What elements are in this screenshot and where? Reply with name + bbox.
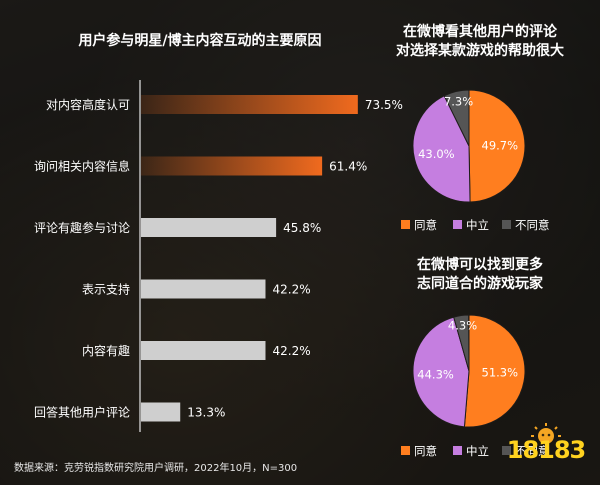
legend-swatch [502, 446, 511, 455]
legend-swatch [502, 220, 511, 229]
bar-chart-title: 用户参与明星/博主内容互动的主要原因 [78, 33, 322, 49]
pie-chart-2-title: 在微博可以找到更多 志同道合的游戏玩家 [380, 256, 580, 294]
bar-value-label: 61.4% [329, 160, 367, 174]
legend-swatch [453, 220, 462, 229]
legend-label: 不同意 [515, 444, 550, 458]
pie-slice [468, 89, 526, 203]
pie-value-label: 43.0% [418, 147, 455, 161]
pie-slice [443, 89, 470, 147]
legend-swatch [401, 220, 410, 229]
brand-logo: 18183 [500, 422, 592, 472]
pie-value-label: 7.3% [444, 94, 473, 108]
bar-category-label: 表示支持 [82, 282, 130, 297]
legend-swatch [401, 446, 410, 455]
bar [141, 341, 266, 360]
bar-category-label: 评论有趣参与讨论 [34, 220, 130, 235]
bar-value-label: 73.5% [365, 98, 403, 112]
bar-category-label: 内容有趣 [82, 343, 130, 358]
legend-swatch [453, 446, 462, 455]
pie-value-label: 44.3% [417, 367, 454, 381]
title-line: 对选择某款游戏的帮助很大 [396, 43, 564, 59]
legend-label: 不同意 [515, 218, 550, 232]
sun-mascot-icon [531, 423, 561, 444]
pie-slice [453, 314, 470, 372]
bar [141, 279, 266, 299]
legend-label: 同意 [414, 444, 437, 458]
pie-value-label: 49.7% [482, 139, 519, 153]
title-line: 在微博看其他用户的评论 [403, 24, 557, 40]
logo-text: 18183 [506, 436, 587, 464]
bar [141, 218, 277, 237]
bar-value-label: 42.2% [272, 283, 310, 297]
legend-label: 同意 [414, 218, 437, 232]
pie-slice [412, 95, 471, 203]
legend-label: 中立 [466, 218, 489, 232]
pie-chart-1-title: 在微博看其他用户的评论 对选择某款游戏的帮助很大 [380, 23, 580, 61]
bar-category-label: 询问相关内容信息 [34, 159, 130, 174]
bar-category-label: 对内容高度认可 [46, 97, 130, 112]
bar-category-label: 回答其他用户评论 [34, 405, 130, 420]
pie-value-label: 51.3% [482, 365, 519, 379]
title-line: 在微博可以找到更多 [417, 257, 543, 273]
pie-slice [412, 316, 470, 428]
title-line: 志同道合的游戏玩家 [417, 276, 543, 292]
bar-value-label: 13.3% [187, 406, 225, 420]
bar [141, 156, 323, 176]
legend-label: 中立 [466, 444, 489, 458]
pie-slice [463, 314, 526, 428]
data-source-footer: 数据来源：克劳锐指数研究院用户调研，2022年10月，N=300 [14, 463, 298, 474]
pie-value-label: 4.3% [448, 319, 477, 333]
bar [141, 95, 358, 114]
bar [141, 402, 181, 422]
bar-value-label: 42.2% [272, 344, 310, 358]
bar-value-label: 45.8% [283, 221, 321, 235]
